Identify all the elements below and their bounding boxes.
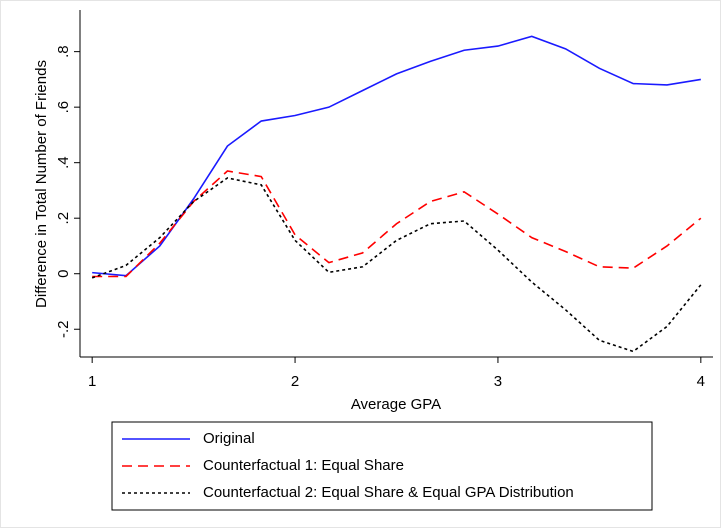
x-tick-label: 3	[494, 373, 502, 390]
x-tick-label: 2	[291, 373, 299, 390]
series-line	[92, 35, 701, 277]
x-tick-label: 1	[88, 373, 96, 390]
series-line	[92, 170, 702, 278]
legend-label: Original	[203, 430, 255, 447]
legend-label: Counterfactual 2: Equal Share & Equal GP…	[203, 484, 574, 501]
x-tick-label: 4	[697, 373, 705, 390]
y-axis-title: Difference in Total Number of Friends	[33, 60, 50, 308]
legend-box	[111, 421, 653, 511]
y-tick-label: .8	[55, 45, 72, 58]
y-tick-label: .6	[55, 101, 72, 114]
y-tick-label: -.2	[55, 320, 72, 338]
legend-label: Counterfactual 1: Equal Share	[203, 457, 404, 474]
y-tick-label: 0	[55, 270, 72, 278]
y-tick-label: .4	[55, 156, 72, 169]
x-axis-title: Average GPA	[351, 396, 441, 413]
y-tick-label: .2	[55, 212, 72, 225]
